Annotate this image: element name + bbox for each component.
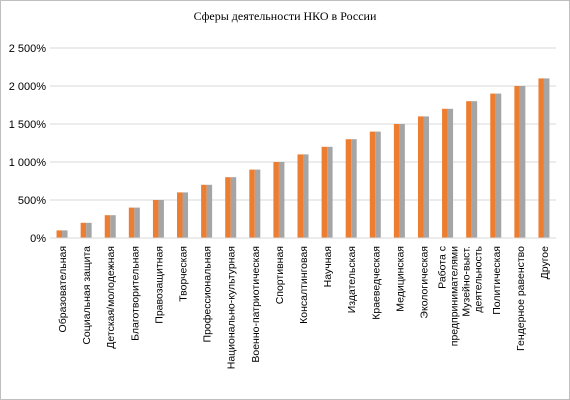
x-category-label: Работа с [437, 246, 449, 289]
bar [206, 184, 213, 238]
bar [80, 222, 87, 238]
bar [230, 177, 237, 238]
x-category-label: Другое [539, 246, 551, 280]
bar [158, 200, 164, 238]
y-tick-label: 0% [30, 233, 46, 245]
bar [538, 78, 544, 239]
bar [369, 131, 376, 238]
x-category-label: Благотворительная [129, 246, 141, 341]
bar [393, 124, 400, 238]
x-category-label: Военно-патриотическая [250, 246, 262, 363]
bar [447, 108, 454, 238]
bar [514, 86, 520, 238]
x-category-label: Музейно-выст. [461, 246, 473, 317]
bar [201, 184, 207, 238]
x-category-label: Национально-культурная [226, 246, 238, 369]
bar [490, 93, 496, 238]
y-tick-label: 2 000% [9, 81, 47, 93]
bar [104, 215, 111, 238]
x-category-label: Консалтинговая [298, 246, 310, 324]
x-category-label: Профессиональная [202, 246, 214, 342]
bar [495, 93, 502, 238]
bar [62, 230, 68, 238]
bar [86, 222, 92, 238]
x-category-label: Образовательная [57, 246, 69, 332]
y-tick-label: 2 500% [9, 43, 47, 55]
x-axis-category-labels: Образовательная Социальная защита Детская/… [57, 245, 551, 369]
bar [375, 131, 381, 238]
x-category-label: деятельность [473, 245, 485, 312]
bar [56, 230, 63, 238]
x-category-label: Издательская [346, 246, 358, 313]
bar [327, 146, 333, 238]
x-category-label: Гендерное равенство [515, 246, 527, 351]
bar [182, 192, 189, 238]
bar [273, 162, 279, 238]
x-category-label: Научная [322, 246, 334, 287]
bar [423, 116, 429, 238]
x-category-label: Спортивная [274, 246, 286, 304]
bar [249, 169, 255, 238]
bars [56, 78, 550, 239]
bar [543, 78, 550, 239]
bar [128, 207, 135, 238]
bar [177, 192, 183, 238]
x-category-label: Медицинская [394, 246, 406, 312]
bar [134, 207, 140, 238]
bar [417, 116, 424, 238]
bar [254, 169, 261, 238]
bar [399, 124, 405, 238]
x-category-label: Детская/молодежная [105, 246, 117, 349]
x-category-label: Творческая [178, 246, 190, 302]
x-category-label: Краеведческая [370, 246, 382, 320]
x-category-label: Экологическая [418, 246, 430, 319]
bar [471, 101, 478, 238]
bar [110, 215, 116, 238]
y-tick-label: 1 500% [9, 119, 47, 131]
chart-title: Сферы деятельности НКО в России [194, 9, 377, 23]
bar [278, 162, 285, 238]
bar [519, 86, 526, 238]
bar [303, 154, 309, 238]
bar [442, 108, 448, 238]
bar [351, 139, 357, 238]
x-category-label: Социальная защита [81, 246, 93, 345]
x-category-label: Политическая [491, 246, 503, 315]
x-category-label: Правозащитная [153, 246, 165, 324]
y-tick-label: 500% [18, 195, 46, 207]
y-tick-label: 1 000% [9, 157, 47, 169]
bar [225, 177, 231, 238]
y-axis-tick-labels: 0% 500% 1 000% 1 500% 2 000% 2 500% [9, 43, 47, 245]
bar [466, 101, 472, 238]
bar [345, 139, 352, 238]
bar [321, 146, 328, 238]
x-category-label: предпринимателями [449, 246, 461, 346]
bar [152, 200, 159, 238]
bar [297, 154, 303, 238]
